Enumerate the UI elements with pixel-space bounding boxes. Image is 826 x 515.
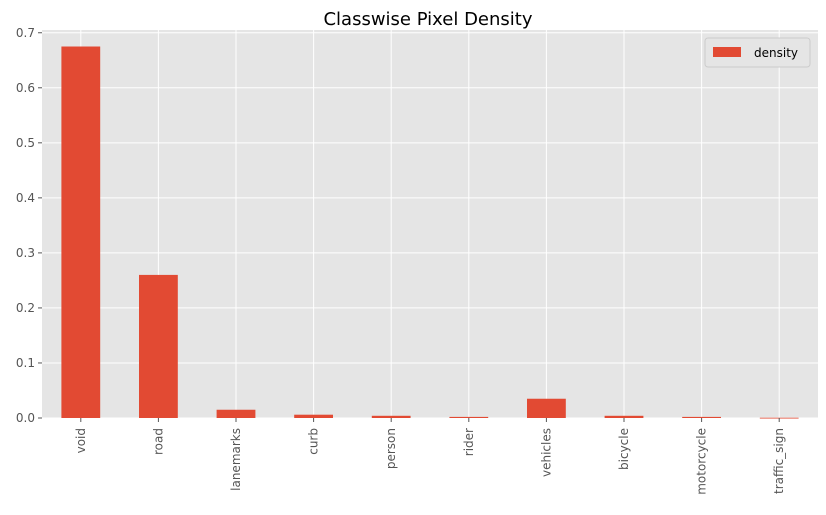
x-tick-label: curb [307,428,321,455]
x-tick-label: traffic_sign [772,428,786,494]
bar-person [371,415,411,418]
y-tick-label: 0.7 [16,26,35,40]
x-tick-label: void [74,428,88,453]
bar-road [139,274,178,418]
y-tick-label: 0.2 [16,301,35,315]
bar-motorcycle [682,416,721,418]
y-tick-label: 0.4 [16,191,35,205]
x-tick-label: bicycle [617,428,631,470]
x-tick-label: rider [462,428,476,456]
bar-void [61,46,101,418]
y-tick-label: 0.6 [16,81,35,95]
y-tick-label: 0.5 [16,136,35,150]
x-tick-label: motorcycle [695,428,709,495]
bars [61,46,799,419]
bar-rider [449,416,489,418]
x-tick-label: road [151,428,165,455]
legend-label: density [754,46,798,60]
x-tick-label: person [384,428,398,469]
y-tick-label: 0.3 [16,246,35,260]
y-tick-label: 0.1 [16,356,35,370]
legend-box [704,37,811,68]
y-tick-label: 0.0 [16,411,35,425]
bar-bicycle [604,415,644,418]
x-tick-label: lanemarks [229,428,243,491]
bar-vehicles [527,398,566,418]
bar-curb [294,414,333,418]
x-tick-label: vehicles [539,428,553,477]
legend-swatch [713,47,741,57]
legend: density [704,37,811,68]
bar-lanemarks [216,409,256,418]
x-axis-ticks: void road lanemarks curb person rider vehicles… [74,418,786,495]
y-axis-ticks: 0.0 0.1 0.2 0.3 0.4 0.5 0.6 0.7 [16,26,42,425]
chart-title: Classwise Pixel Density [323,9,532,30]
